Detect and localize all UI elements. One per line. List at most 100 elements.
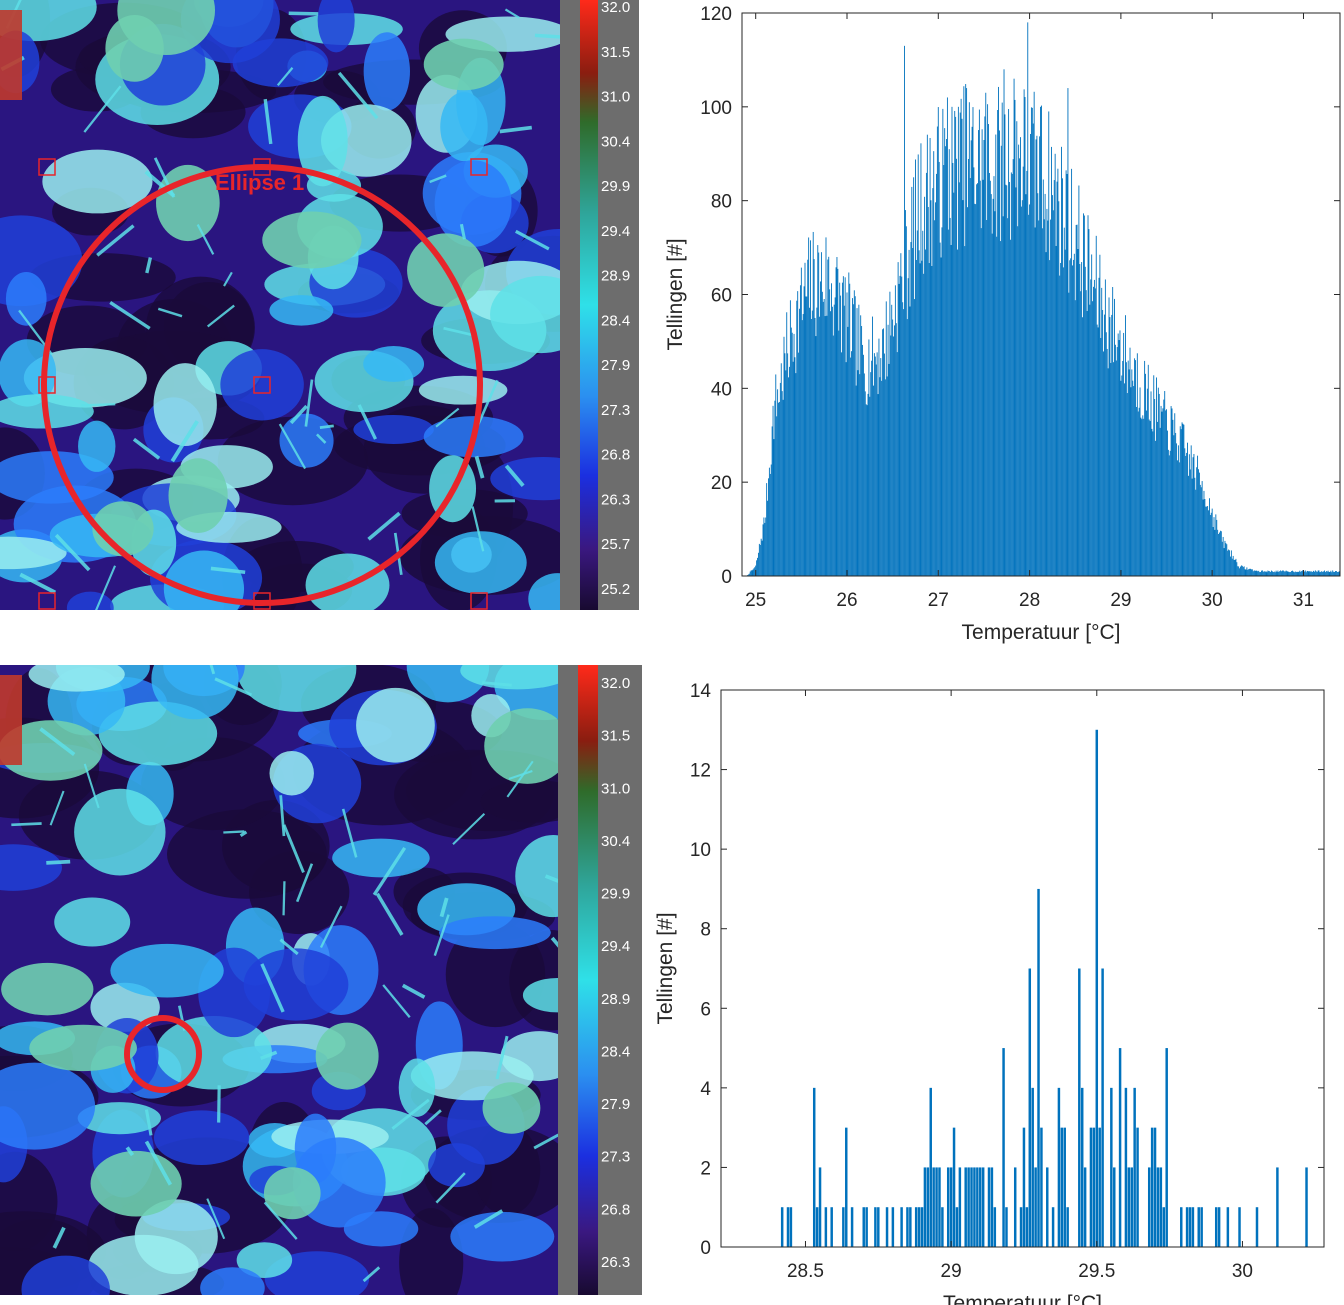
histogram-bar [1127,1167,1131,1247]
histogram-bar [1214,529,1216,576]
histogram-bar [1182,423,1184,576]
histogram-bar [987,104,989,577]
colorbar-tick: 31.5 [601,44,630,61]
histogram-bar [890,335,892,576]
histogram-bar [1142,415,1144,576]
histogram-bar [798,352,800,576]
histogram-bar [884,379,886,576]
histogram-bar [922,230,924,576]
histogram-bar [1140,417,1142,576]
roi-ellipse [124,1015,202,1093]
histogram-bar [858,304,860,576]
roi-handle[interactable] [470,158,488,176]
histogram-bar [1194,477,1196,576]
histogram-bar [1085,290,1087,576]
histogram-bar [1230,550,1232,576]
histogram-bar [828,256,830,576]
histogram-bar [814,317,816,576]
histogram-bar [964,246,966,577]
histogram-bar [999,241,1001,577]
histogram-bar [829,289,831,576]
histogram-bar [938,1167,941,1247]
histogram-bar [843,305,845,576]
histogram-bar [860,315,862,576]
histogram-bar [868,339,870,576]
histogram-bar [1261,570,1263,576]
histogram-bar [1119,330,1121,576]
colorbar-tick: 25.7 [601,536,630,553]
histogram-bar [1152,431,1154,576]
histogram-bar [824,1207,828,1247]
histogram-bar [889,291,891,576]
histogram-bar [1256,570,1258,576]
y-tick-label: 2 [700,1158,711,1179]
roi-handle[interactable] [470,592,488,610]
histogram-bar [897,262,899,576]
colorbar-tick: 25.2 [601,581,630,598]
histogram-bar [1281,571,1283,576]
histogram-bar [1180,429,1182,576]
histogram-bar [1294,571,1296,576]
histogram-bar [756,560,758,576]
histogram-bar [979,1167,982,1247]
histogram-bar [1125,362,1127,576]
histogram-bar [1322,571,1324,576]
histogram-bar [951,106,953,577]
histogram-bar [906,319,908,576]
histogram-bar [1146,388,1148,576]
histogram-bar [1150,391,1152,576]
roi-handle[interactable] [38,592,56,610]
histogram-bar [1080,291,1082,576]
roi-handle[interactable] [38,158,56,176]
histogram-bar [1320,571,1322,576]
histogram-bar [1248,569,1250,576]
histogram-bar [989,180,991,576]
histogram-bar [1137,411,1139,576]
histogram-bar [1291,570,1293,576]
histogram-bar [955,1207,959,1247]
histogram-bar [782,399,784,576]
histogram-bar [970,140,972,576]
histogram-bar [993,176,995,576]
histogram-bar [1072,259,1074,576]
roi-handle[interactable] [38,376,56,394]
histogram-bar [952,162,954,577]
histogram-bar [1058,201,1060,576]
histogram-bar [1062,267,1064,576]
histogram-bar [1121,375,1123,576]
histogram-bar [865,1207,868,1247]
histogram-bar [1306,570,1308,576]
x-axis-label: Temperatuur [°C] [962,621,1121,644]
histogram-bar [803,286,805,576]
histogram-bar [810,240,811,576]
roi-handle[interactable] [253,592,271,610]
histogram-bar [906,1207,909,1247]
histogram-bar [1133,386,1135,576]
histogram-bar [1131,369,1133,576]
histogram-bar [761,540,763,576]
histogram-bar [1208,510,1209,576]
histogram-bar [957,249,958,576]
colorbar-bottom: 32.0 31.5 31.0 30.4 29.9 29.4 28.9 28.4 27.9 27.3… [558,665,642,1295]
histogram-bar [976,1167,979,1247]
histogram-bar [817,245,819,576]
histogram-bar [1245,569,1247,576]
histogram-bar [834,297,836,576]
colorbar-tick: 26.8 [601,1201,630,1218]
histogram-bar [1019,1207,1023,1247]
x-tick-label: 25 [745,590,766,611]
histogram-bar [780,1207,784,1247]
roi-handle[interactable] [253,158,271,176]
histogram-bottom: 28.5 29 29.5 30 0 2 4 6 8 10 12 14 Temperatuur [°C] T… [654,681,1325,1305]
histogram-bar [1202,499,1204,576]
histogram-bar [1009,239,1011,576]
roi-handle[interactable] [253,376,271,394]
histogram-bar [902,302,904,576]
histogram-bar [1185,455,1187,576]
histogram-bar [1189,469,1191,576]
histogram-bar [1238,1207,1241,1247]
histogram-bar [1288,571,1290,576]
histogram-bar [1020,137,1021,576]
histogram-bar [799,285,801,576]
histogram-bar [1139,387,1141,576]
